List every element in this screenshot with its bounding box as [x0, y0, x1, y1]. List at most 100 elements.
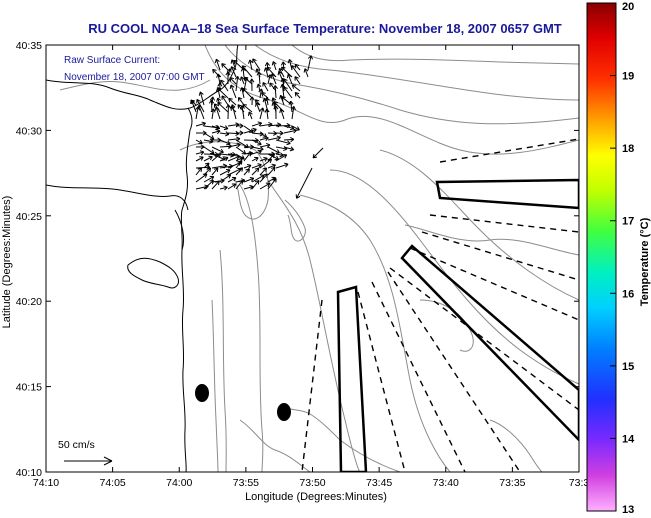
current-vector-arrow — [219, 156, 229, 162]
current-vector-arrow — [251, 156, 259, 162]
current-vector-arrow — [259, 136, 269, 142]
x-tick-label: 73:35 — [499, 477, 525, 489]
current-vector-arrow — [216, 87, 229, 99]
current-vector-arrow — [295, 167, 313, 199]
current-vector-arrow — [243, 184, 254, 190]
x-tick-label: 74:00 — [166, 477, 192, 489]
current-vector-arrow — [203, 146, 215, 155]
x-tick-label: 73:50 — [299, 477, 325, 489]
x-tick-label: 73:40 — [433, 477, 459, 489]
current-vector-arrow — [198, 91, 205, 106]
y-axis-ticks: 40:35 40:30 40:25 40:20 40:15 40:10 — [16, 40, 579, 479]
current-label-line2: November 18, 2007 07:00 GMT — [64, 72, 205, 83]
current-vector-arrow — [275, 162, 289, 169]
satellite-swath-boxes — [336, 178, 579, 472]
current-vector-arrow — [256, 83, 262, 92]
current-vector-arrow — [195, 167, 203, 176]
current-vector-arrow — [283, 78, 293, 92]
current-vector-arrow — [219, 131, 230, 137]
current-vector-arrow — [225, 71, 231, 85]
x-tick-label: 73:55 — [233, 477, 259, 489]
current-vector-arrow — [227, 176, 237, 183]
current-vector-arrow — [243, 151, 252, 162]
current-vector-arrow — [259, 142, 271, 148]
current-vector-arrow — [251, 174, 265, 183]
current-vector-arrow — [234, 76, 240, 92]
scale-label: 50 cm/s — [58, 439, 95, 451]
current-vector-arrow — [203, 175, 215, 183]
current-vector-arrow — [243, 127, 257, 134]
current-vector-arrow — [275, 130, 284, 136]
x-axis-title: Longitude (Degrees:Minutes) — [245, 491, 387, 503]
current-vector-arrow — [242, 87, 253, 99]
colorbar-title: Temperature (°C) — [639, 217, 651, 306]
colorbar-tick-label: 17 — [622, 216, 634, 228]
current-vector-arrow — [247, 111, 253, 120]
current-vector-arrow — [255, 102, 261, 113]
current-vector-arrow — [288, 100, 294, 113]
current-vector-arrow — [214, 106, 221, 120]
colorbar-ticks: 20 19 18 17 16 15 14 13 — [610, 1, 635, 516]
colorbar-tick-label: 14 — [622, 433, 635, 445]
current-vector-arrow — [248, 59, 254, 71]
current-vector-arrow — [195, 121, 206, 127]
current-label-line1: Raw Surface Current: — [64, 55, 160, 66]
current-vector-arrow — [283, 128, 297, 134]
current-vector-arrow — [229, 77, 237, 85]
y-tick-label: 40:25 — [16, 211, 42, 223]
current-vector-arrow — [259, 158, 273, 169]
map-area — [46, 45, 579, 472]
current-vector-arrow — [251, 179, 260, 190]
colorbar — [586, 2, 617, 512]
current-vector-arrow — [294, 91, 301, 99]
current-vector-arrow — [243, 164, 252, 169]
y-tick-label: 40:35 — [16, 40, 42, 52]
current-vector-arrow — [283, 136, 295, 143]
current-vector-arrow — [243, 168, 250, 176]
current-vector-arrow — [227, 183, 237, 190]
current-vector-arrow — [230, 104, 237, 120]
buoy-marker-2 — [277, 403, 291, 421]
current-vector-arrow — [267, 135, 281, 141]
current-vector-arrow — [267, 146, 280, 154]
current-vector-arrow — [243, 176, 255, 183]
current-vector-arrow — [195, 150, 205, 156]
current-vector-arrow — [272, 85, 278, 99]
y-tick-label: 40:10 — [16, 467, 42, 479]
current-vector-arrow — [239, 105, 245, 120]
current-vector-arrow — [251, 121, 263, 127]
current-vector-arrow — [267, 166, 276, 176]
current-vector-arrow — [273, 105, 279, 120]
current-vector-arrow — [227, 151, 236, 158]
y-tick-label: 40:20 — [16, 296, 42, 308]
current-vector-arrow — [291, 84, 301, 92]
current-vector-arrow — [203, 155, 213, 162]
colorbar-tick-label: 13 — [622, 504, 634, 516]
current-vector-arrow — [262, 82, 269, 92]
current-vector-arrow — [261, 92, 269, 99]
current-vector-arrow — [235, 160, 243, 169]
current-vector-arrow — [239, 76, 245, 85]
y-axis-title: Latitude (Degrees:Minutes) — [1, 196, 13, 329]
current-vector-arrow — [283, 146, 295, 152]
current-vector-arrow — [237, 97, 245, 106]
figure-title: RU COOL NOAA–18 Sea Surface Temperature:… — [88, 21, 562, 36]
current-vector-arrow — [259, 156, 268, 162]
colorbar-tick-label: 18 — [622, 143, 634, 155]
glider-transects — [301, 138, 579, 472]
current-vector-arrow — [251, 163, 262, 169]
current-vector-arrow — [221, 63, 229, 71]
current-vector-arrow — [267, 178, 277, 190]
current-vector-arrow — [286, 73, 293, 85]
current-vector-arrow — [217, 101, 229, 113]
current-vector-arrow — [275, 139, 291, 146]
current-vector-arrow — [195, 144, 205, 150]
current-vector-arrow — [227, 142, 241, 148]
current-vector-arrow — [249, 78, 255, 92]
current-vector-arrow — [211, 167, 219, 176]
current-vector-arrow — [190, 99, 197, 113]
current-vector-arrow — [249, 96, 255, 106]
current-vector-arrow — [312, 147, 324, 159]
current-vector-arrow — [256, 71, 262, 85]
